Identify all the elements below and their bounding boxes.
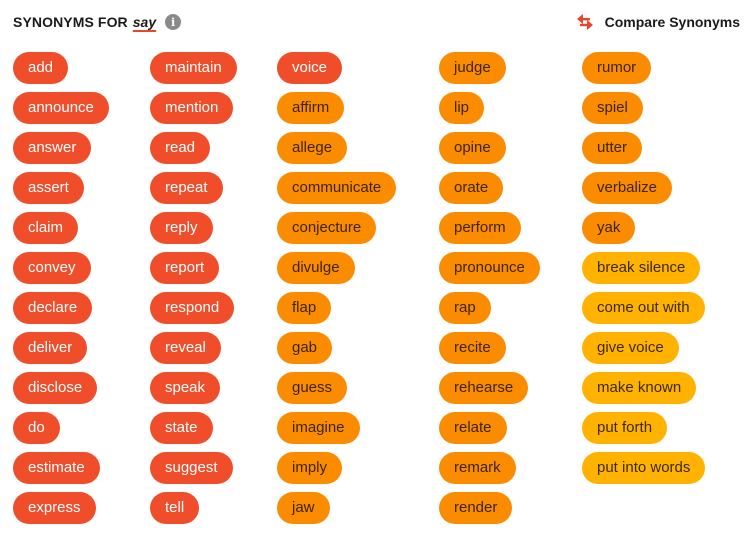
synonym-column-4: judge lip opine orate perform pronounce rap rec… xyxy=(439,52,540,532)
synonym-pill[interactable]: perform xyxy=(439,212,521,244)
info-icon[interactable]: i xyxy=(165,14,182,30)
swap-arrows-icon xyxy=(576,14,593,30)
synonym-pill[interactable]: respond xyxy=(150,292,235,324)
synonym-pill[interactable]: lip xyxy=(439,92,485,124)
synonym-pill[interactable]: claim xyxy=(13,212,79,244)
synonyms-header: SYNONYMS FOR say i xyxy=(13,11,182,33)
synonym-pill[interactable]: do xyxy=(13,412,60,444)
synonym-pill[interactable]: make known xyxy=(582,372,697,404)
synonym-pill[interactable]: recite xyxy=(439,332,506,364)
synonym-pill[interactable]: break silence xyxy=(582,252,701,284)
synonym-pill[interactable]: put into words xyxy=(582,452,706,484)
synonym-pill[interactable]: tell xyxy=(150,492,200,524)
synonym-pill[interactable]: guess xyxy=(277,372,348,404)
synonym-pill[interactable]: affirm xyxy=(277,92,345,124)
synonym-pill[interactable]: communicate xyxy=(277,172,397,204)
synonym-column-2: maintain mention read repeat reply report resp… xyxy=(150,52,237,532)
synonym-pill[interactable]: state xyxy=(150,412,213,444)
synonym-pill[interactable]: render xyxy=(439,492,513,524)
synonym-pill[interactable]: divulge xyxy=(277,252,355,284)
synonym-pill[interactable]: mention xyxy=(150,92,234,124)
synonym-pill[interactable]: verbalize xyxy=(582,172,673,204)
header-word[interactable]: say xyxy=(132,14,157,30)
synonym-pill[interactable]: estimate xyxy=(13,452,100,484)
synonym-pill[interactable]: gab xyxy=(277,332,333,364)
synonym-pill[interactable]: allege xyxy=(277,132,348,164)
synonym-pill[interactable]: speak xyxy=(150,372,221,404)
synonym-pill[interactable]: add xyxy=(13,52,69,84)
synonym-pill[interactable]: convey xyxy=(13,252,91,284)
synonym-pill[interactable]: suggest xyxy=(150,452,233,484)
synonym-pill[interactable]: rehearse xyxy=(439,372,529,404)
synonym-pill[interactable]: deliver xyxy=(13,332,88,364)
synonym-pill[interactable]: read xyxy=(150,132,211,164)
synonym-pill[interactable]: reply xyxy=(150,212,213,244)
synonym-pill[interactable]: disclose xyxy=(13,372,98,404)
synonym-pill[interactable]: rap xyxy=(439,292,491,324)
synonym-pill[interactable]: pronounce xyxy=(439,252,540,284)
synonym-pill[interactable]: relate xyxy=(439,412,507,444)
synonym-pill[interactable]: orate xyxy=(439,172,504,204)
synonym-pill[interactable]: judge xyxy=(439,52,506,84)
compare-synonyms-label: Compare Synonyms xyxy=(604,14,740,30)
synonym-pill[interactable]: remark xyxy=(439,452,516,484)
synonym-pill[interactable]: announce xyxy=(13,92,109,124)
synonym-pill[interactable]: report xyxy=(150,252,220,284)
synonym-pill[interactable]: flap xyxy=(277,292,332,324)
synonym-pill[interactable]: imply xyxy=(277,452,343,484)
synonym-pill[interactable]: express xyxy=(13,492,96,524)
synonym-column-3: voice affirm allege communicate conjecture di… xyxy=(277,52,397,532)
synonym-pill[interactable]: come out with xyxy=(582,292,705,324)
compare-synonyms-button[interactable]: Compare Synonyms xyxy=(574,11,740,33)
synonym-column-1: add announce answer assert claim convey declar… xyxy=(13,52,109,532)
synonym-pill[interactable]: voice xyxy=(277,52,343,84)
synonym-pill[interactable]: put forth xyxy=(582,412,668,444)
synonym-pill[interactable]: opine xyxy=(439,132,506,164)
synonym-pill[interactable]: jaw xyxy=(277,492,330,524)
synonym-column-5: rumor spiel utter verbalize yak break silence… xyxy=(582,52,706,492)
synonym-pill[interactable]: assert xyxy=(13,172,84,204)
synonym-pill[interactable]: yak xyxy=(582,212,636,244)
synonym-pill[interactable]: answer xyxy=(13,132,92,164)
synonym-pill[interactable]: repeat xyxy=(150,172,223,204)
synonym-pill[interactable]: give voice xyxy=(582,332,679,364)
header-title: SYNONYMS FOR xyxy=(13,14,128,30)
synonym-pill[interactable]: declare xyxy=(13,292,93,324)
synonym-pill[interactable]: imagine xyxy=(277,412,360,444)
synonym-pill[interactable]: maintain xyxy=(150,52,237,84)
synonym-pill[interactable]: conjecture xyxy=(277,212,377,244)
synonym-pill[interactable]: rumor xyxy=(582,52,652,84)
synonym-pill[interactable]: spiel xyxy=(582,92,643,124)
synonym-pill[interactable]: reveal xyxy=(150,332,221,364)
synonym-pill[interactable]: utter xyxy=(582,132,643,164)
